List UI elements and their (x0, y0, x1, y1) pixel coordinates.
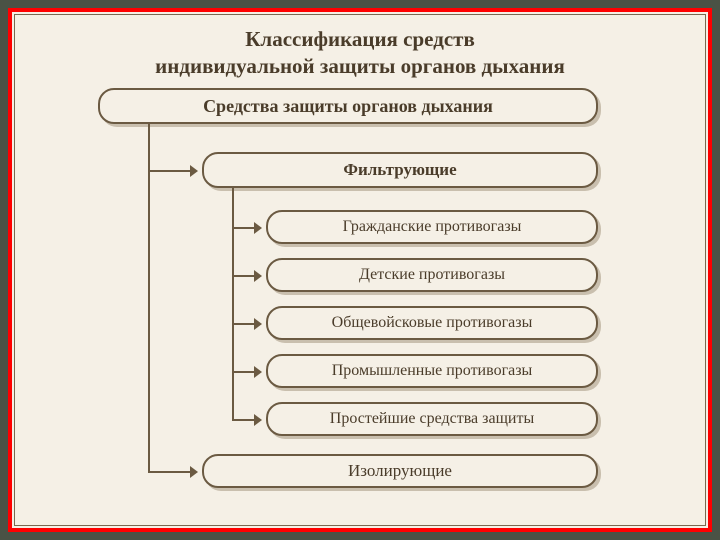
arrow-c2 (254, 270, 262, 282)
box-c4-label: Промышленные противогазы (322, 362, 543, 380)
line-h-isol (148, 471, 190, 473)
box-c4: Промышленные противогазы (266, 354, 598, 388)
line-h-c4 (232, 371, 254, 373)
box-c3-label: Общевойсковые противогазы (322, 314, 543, 332)
box-root: Средства защиты органов дыхания (98, 88, 598, 124)
box-c2: Детские противогазы (266, 258, 598, 292)
arrow-isol (190, 466, 198, 478)
outer-frame: Классификация средств индивидуальной защ… (8, 8, 712, 532)
line-h-filter (148, 170, 190, 172)
arrow-c1 (254, 222, 262, 234)
line-h-c5 (232, 419, 254, 421)
diagram-content: Классификация средств индивидуальной защ… (12, 12, 708, 528)
arrow-c3 (254, 318, 262, 330)
arrow-c4 (254, 366, 262, 378)
box-c1-label: Гражданские противогазы (333, 218, 532, 236)
page-title: Классификация средств индивидуальной защ… (42, 26, 678, 81)
arrow-filter (190, 165, 198, 177)
box-isol: Изолирующие (202, 454, 598, 488)
line-h-c1 (232, 227, 254, 229)
title-line-2: индивидуальной защиты органов дыхания (155, 54, 565, 78)
box-isol-label: Изолирующие (338, 461, 462, 481)
box-filter: Фильтрующие (202, 152, 598, 188)
line-h-c2 (232, 275, 254, 277)
line-sub-v (232, 188, 234, 419)
box-c2-label: Детские противогазы (349, 266, 515, 284)
box-c3: Общевойсковые противогазы (266, 306, 598, 340)
box-root-label: Средства защиты органов дыхания (193, 96, 503, 117)
box-c5: Простейшие средства защиты (266, 402, 598, 436)
line-main-v (148, 124, 150, 471)
box-c1: Гражданские противогазы (266, 210, 598, 244)
arrow-c5 (254, 414, 262, 426)
title-line-1: Классификация средств (245, 27, 475, 51)
box-c5-label: Простейшие средства защиты (320, 410, 544, 428)
box-filter-label: Фильтрующие (333, 160, 466, 180)
line-h-c3 (232, 323, 254, 325)
